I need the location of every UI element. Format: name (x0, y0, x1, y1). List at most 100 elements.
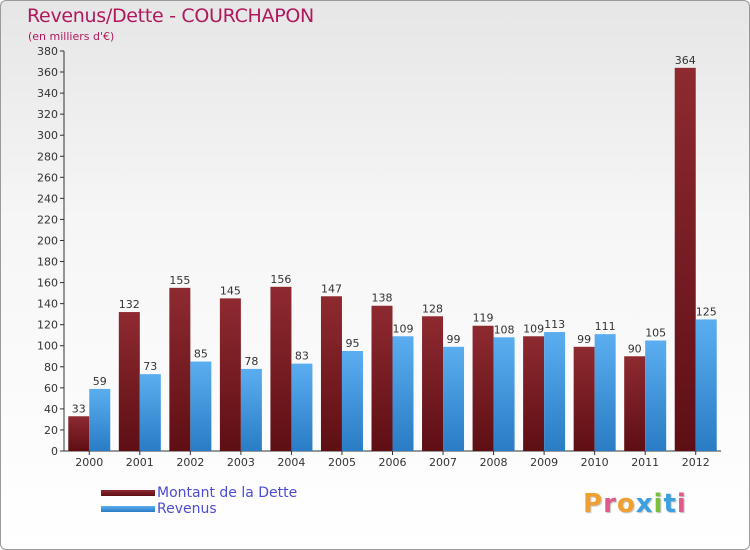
y-tick-label: 40 (44, 403, 58, 416)
data-label-debt-2011: 90 (628, 342, 642, 355)
data-label-revenue-2005: 95 (345, 337, 359, 350)
x-tick-label: 2005 (328, 456, 356, 469)
x-tick-label: 2010 (581, 456, 609, 469)
chart-subtitle: (en milliers d'€) (28, 30, 115, 43)
x-tick-label: 2001 (126, 456, 154, 469)
y-tick-label: 340 (37, 87, 58, 100)
bar-debt-2002 (169, 287, 191, 451)
legend-swatch-revenue (101, 506, 155, 512)
bar-debt-2010 (573, 346, 595, 451)
y-tick-label: 220 (37, 213, 58, 226)
bar-revenue-2011 (645, 340, 667, 451)
y-tick-label: 260 (37, 171, 58, 184)
data-label-debt-2004: 156 (270, 273, 291, 286)
x-tick-label: 2012 (682, 456, 710, 469)
x-tick-label: 2004 (277, 456, 305, 469)
bar-debt-2005 (320, 296, 342, 451)
legend-label-revenue: Revenus (157, 501, 217, 517)
x-tick-label: 2011 (631, 456, 659, 469)
chart-title: Revenus/Dette - COURCHAPON (27, 5, 314, 27)
bar-debt-2004 (270, 286, 292, 451)
data-label-debt-2000: 33 (72, 402, 86, 415)
bar-debt-2011 (624, 356, 646, 451)
x-tick-label: 2003 (227, 456, 255, 469)
data-label-revenue-2012: 125 (696, 305, 717, 318)
bar-revenue-2004 (291, 363, 313, 451)
legend-swatch-debt (101, 490, 155, 496)
data-label-revenue-2008: 108 (494, 323, 515, 336)
bar-debt-2012 (674, 67, 696, 451)
bar-revenue-2005 (341, 351, 363, 451)
data-label-debt-2001: 132 (119, 298, 140, 311)
chart-labels: 2000 33 59 2001 132 73 2002 155 85 2003 145 78 2004 1… (72, 54, 717, 469)
y-tick-label: 140 (37, 298, 58, 311)
data-label-debt-2003: 145 (220, 284, 241, 297)
legend-label-debt: Montant de la Dette (157, 485, 298, 501)
bar-revenue-2007 (443, 346, 465, 451)
bar-debt-2009 (523, 336, 545, 451)
y-tick-label: 200 (37, 234, 58, 247)
data-label-debt-2005: 147 (321, 282, 342, 295)
x-tick-label: 2002 (176, 456, 204, 469)
logo-letter: P (583, 489, 604, 519)
bar-revenue-2002 (190, 361, 212, 451)
bar-revenue-2010 (594, 334, 616, 451)
logo-letter: i (653, 489, 664, 519)
data-label-revenue-2010: 111 (595, 320, 616, 333)
logo-letter: r (603, 489, 617, 519)
y-tick-label: 0 (51, 445, 58, 458)
x-tick-label: 2009 (530, 456, 558, 469)
data-label-revenue-2004: 83 (295, 350, 309, 363)
data-label-revenue-2002: 85 (194, 348, 208, 361)
data-label-revenue-2000: 59 (93, 375, 107, 388)
y-tick-label: 280 (37, 150, 58, 163)
x-tick-label: 2000 (75, 456, 103, 469)
bar-revenue-2012 (695, 319, 717, 451)
data-label-revenue-2009: 113 (544, 318, 565, 331)
y-tick-label: 300 (37, 129, 58, 142)
logo-letter: t (663, 489, 677, 519)
data-label-revenue-2003: 78 (244, 355, 258, 368)
logo-letter: x (635, 489, 654, 519)
y-tick-label: 120 (37, 319, 58, 332)
bar-revenue-2000 (89, 388, 111, 451)
data-label-debt-2006: 138 (372, 292, 393, 305)
y-tick-label: 160 (37, 277, 58, 290)
bar-debt-2000 (68, 416, 90, 451)
y-tick-label: 20 (44, 424, 58, 437)
proxiti-logo: Proxiti (583, 489, 687, 519)
bar-debt-2006 (371, 305, 393, 451)
logo-letter: i (676, 489, 687, 519)
data-label-debt-2008: 119 (473, 312, 494, 325)
y-tick-label: 240 (37, 192, 58, 205)
bar-debt-2007 (422, 316, 444, 451)
x-tick-label: 2008 (480, 456, 508, 469)
bar-debt-2001 (118, 312, 140, 451)
data-label-debt-2007: 128 (422, 302, 443, 315)
data-label-debt-2009: 109 (523, 322, 544, 335)
bar-debt-2003 (219, 298, 241, 451)
data-label-revenue-2007: 99 (447, 333, 461, 346)
chart-bars (68, 67, 717, 451)
bar-revenue-2009 (544, 332, 566, 451)
data-label-revenue-2006: 109 (393, 322, 414, 335)
y-tick-label: 180 (37, 256, 58, 269)
y-tick-label: 360 (37, 66, 58, 79)
data-label-debt-2012: 364 (675, 54, 696, 67)
x-tick-label: 2007 (429, 456, 457, 469)
data-label-revenue-2001: 73 (143, 360, 157, 373)
y-tick-label: 100 (37, 340, 58, 353)
logo-letter: o (616, 489, 636, 519)
data-label-debt-2010: 99 (577, 333, 591, 346)
data-label-debt-2002: 155 (169, 274, 190, 287)
bar-revenue-2001 (139, 374, 161, 451)
y-tick-label: 380 (37, 45, 58, 58)
y-tick-label: 320 (37, 108, 58, 121)
bar-debt-2008 (472, 325, 494, 451)
data-label-revenue-2011: 105 (645, 326, 666, 339)
bar-revenue-2008 (493, 337, 515, 451)
y-tick-label: 60 (44, 382, 58, 395)
x-tick-label: 2006 (379, 456, 407, 469)
